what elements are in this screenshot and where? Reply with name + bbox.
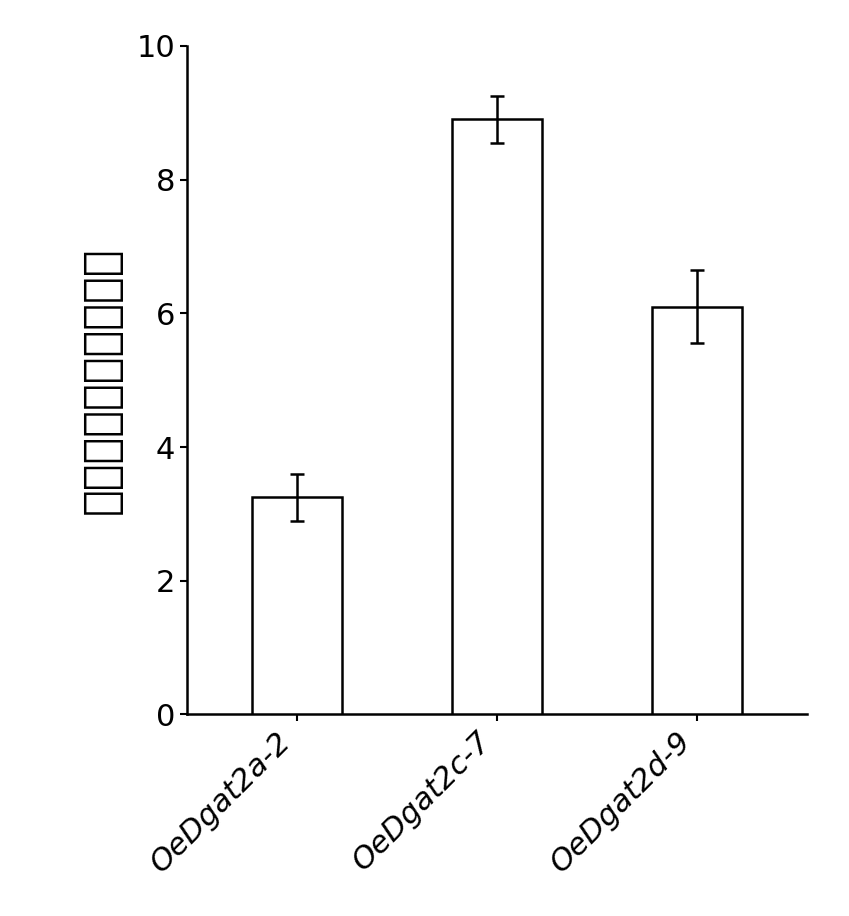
Bar <box>252 497 341 714</box>
Bar <box>652 307 741 714</box>
Y-axis label: 相比对照组的上调倍数: 相比对照组的上调倍数 <box>79 246 122 514</box>
Bar <box>452 119 542 714</box>
